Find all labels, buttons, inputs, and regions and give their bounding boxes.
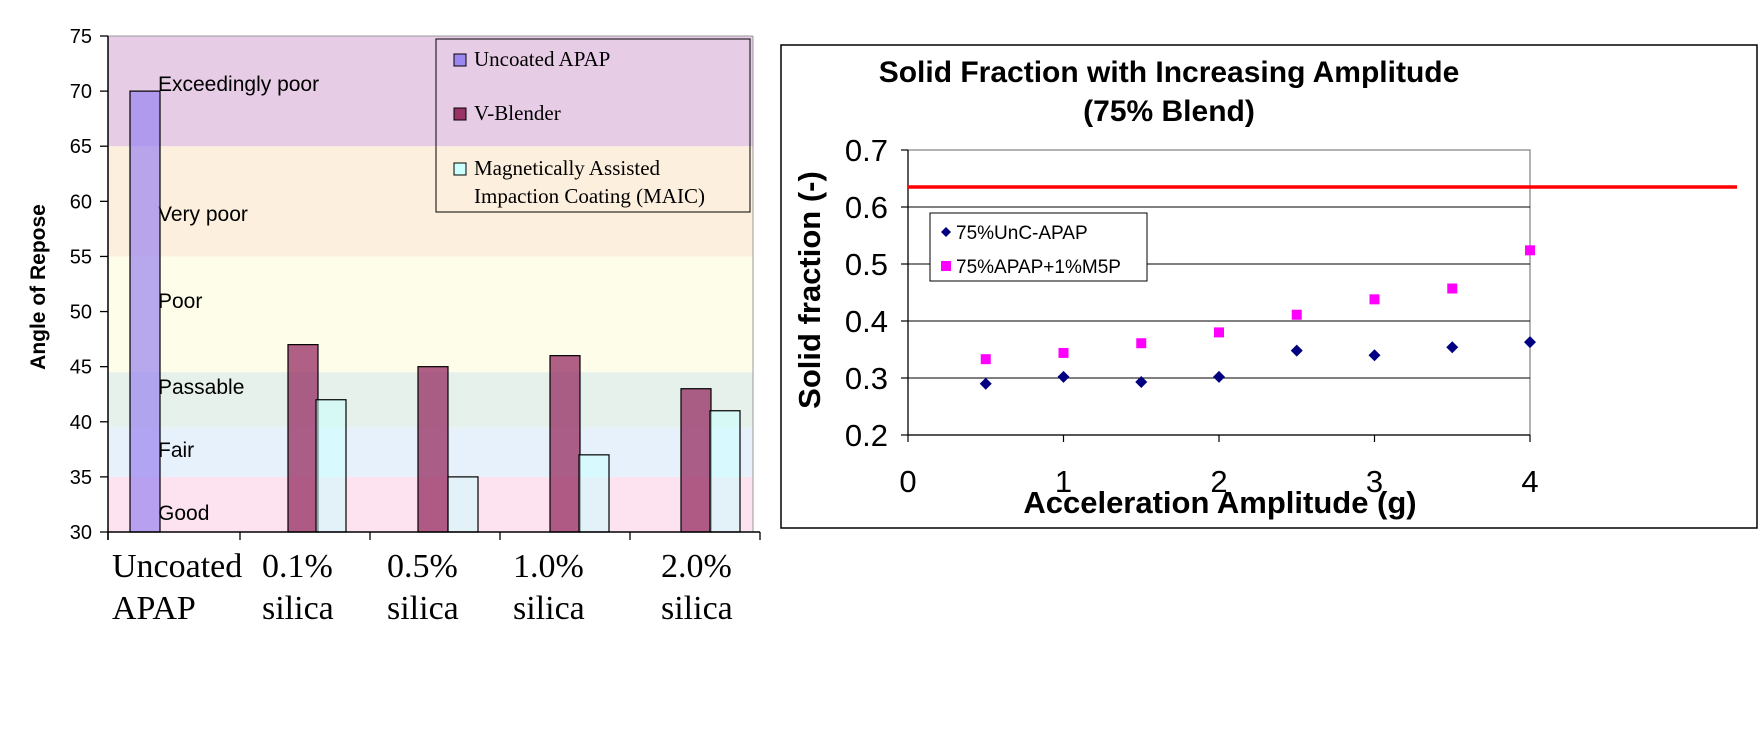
x-axis-title: Acceleration Amplitude (g) [1023, 485, 1416, 520]
x-tick-label: silica [387, 590, 459, 627]
y-tick-label: 65 [70, 136, 92, 158]
solid-fraction-scatter-chart: Solid Fraction with Increasing Amplitude… [780, 44, 1758, 529]
x-tick-label: 2.0% [661, 548, 732, 585]
x-tick-label: silica [262, 590, 334, 627]
y-tick-label: 70 [70, 81, 92, 103]
x-tick-label: 0.5% [387, 548, 458, 585]
legend-label: V-Blender [474, 101, 561, 125]
data-point-apap-m5p [1136, 338, 1147, 349]
band-label: Passable [158, 376, 244, 399]
data-point-unc-apap [1135, 375, 1148, 388]
band-label: Fair [158, 439, 194, 462]
bar-v-blender-4 [680, 388, 712, 533]
y-tick-label: 30 [70, 522, 92, 544]
band-label: Poor [158, 290, 202, 313]
y-tick-label: 0.2 [845, 418, 888, 453]
chart-subtitle: (75% Blend) [1083, 95, 1255, 128]
x-tick-label: silica [661, 590, 733, 627]
y-tick-label: 35 [70, 467, 92, 489]
bar-maic-1 [315, 399, 347, 533]
scatter-points [979, 245, 1536, 390]
data-point-apap-m5p [980, 354, 991, 365]
y-axis-title: Solid fraction (-) [792, 171, 827, 409]
y-tick-label: 0.3 [845, 361, 888, 396]
data-point-unc-apap [1057, 370, 1070, 383]
bar-v-blender-1 [287, 344, 319, 533]
legend-swatch [453, 162, 467, 176]
x-tick-label: 4 [1521, 464, 1538, 499]
data-point-apap-m5p [1058, 347, 1069, 358]
bar-maic-4 [709, 410, 741, 533]
x-tick-label: 0.1% [262, 548, 333, 585]
data-point-unc-apap [1213, 370, 1225, 383]
data-point-apap-m5p [1525, 245, 1535, 256]
legend-label: Uncoated APAP [474, 47, 610, 71]
y-axis-ticks: 0.2 0.3 0.4 0.5 0.6 0.7 [845, 133, 908, 453]
flowability-band-labels: Good Fair Passable Poor Very poor Exceedingly… [158, 73, 319, 525]
y-tick-label: 40 [70, 412, 92, 434]
bar-maic-2 [447, 476, 479, 533]
chart-frame [780, 44, 1758, 529]
x-tick-label: 1.0% [513, 548, 584, 585]
x-tick-label: 1 [1055, 464, 1072, 499]
x-tick-label: APAP [112, 590, 196, 627]
band-label: Very poor [158, 203, 248, 226]
legend-swatch [453, 107, 467, 121]
legend-box [929, 212, 1148, 282]
legend-label: Magnetically Assisted [474, 156, 661, 180]
data-point-apap-m5p [1214, 327, 1224, 338]
x-tick-label: 3 [1366, 464, 1383, 499]
data-point-unc-apap [1368, 349, 1381, 362]
angle-of-repose-bar-chart: Good Fair Passable Poor Very poor Exceedingly… [27, 26, 761, 627]
bar-v-blender-3 [549, 355, 581, 533]
y-tick-label: 0.5 [845, 247, 888, 282]
band-very-poor [108, 146, 753, 257]
data-point-unc-apap [979, 377, 992, 390]
legend-label: Impaction Coating (MAIC) [474, 184, 705, 208]
y-tick-label: 60 [70, 191, 92, 213]
data-point-apap-m5p [1447, 283, 1458, 294]
bar-uncoated-0 [129, 90, 161, 533]
data-point-unc-apap [1446, 341, 1459, 354]
x-tick-label: silica [513, 590, 585, 627]
y-tick-label: 75 [70, 26, 92, 48]
bar-v-blender-2 [417, 366, 449, 533]
data-point-unc-apap [1524, 336, 1536, 349]
chart-title: Solid Fraction with Increasing Amplitude [879, 56, 1460, 89]
y-axis-title: Angle of Repose [27, 204, 50, 370]
legend-label: 75%UnC-APAP [956, 223, 1088, 244]
x-tick-label: 0 [899, 464, 916, 499]
x-tick-label: 2 [1210, 464, 1227, 499]
legend: Uncoated APAP V-Blender Magnetically Assis… [435, 38, 751, 213]
x-tick-label: Uncoated [112, 548, 242, 585]
legend-swatch [453, 53, 467, 67]
y-tick-label: 50 [70, 302, 92, 324]
y-tick-label: 45 [70, 357, 92, 379]
band-exceedingly-poor [108, 36, 753, 147]
x-axis-ticks: 0 1 2 3 4 [899, 435, 1539, 499]
band-label: Good [158, 502, 209, 525]
y-tick-label: 55 [70, 246, 92, 268]
legend-box [435, 38, 751, 213]
bar-group [129, 90, 741, 533]
legend-label: 75%APAP+1%M5P [956, 257, 1121, 278]
band-label: Exceedingly poor [158, 73, 319, 96]
x-axis-ticks: Uncoated APAP 0.1% silica 0.5% silica 1.0% sili… [107, 532, 761, 627]
band-poor [108, 256, 753, 373]
data-point-apap-m5p [1369, 294, 1380, 305]
legend: 75%UnC-APAP 75%APAP+1%M5P [929, 212, 1148, 282]
y-tick-label: 0.4 [845, 304, 888, 339]
y-tick-label: 0.7 [845, 133, 888, 168]
y-tick-label: 0.6 [845, 190, 888, 225]
y-axis-ticks: 30 35 40 45 50 55 60 65 70 75 [70, 26, 108, 544]
legend-marker [941, 261, 951, 271]
data-point-apap-m5p [1291, 309, 1302, 320]
flowability-bands [108, 35, 754, 532]
bar-maic-3 [578, 454, 610, 533]
data-point-unc-apap [1290, 344, 1303, 357]
legend-marker [941, 227, 951, 237]
